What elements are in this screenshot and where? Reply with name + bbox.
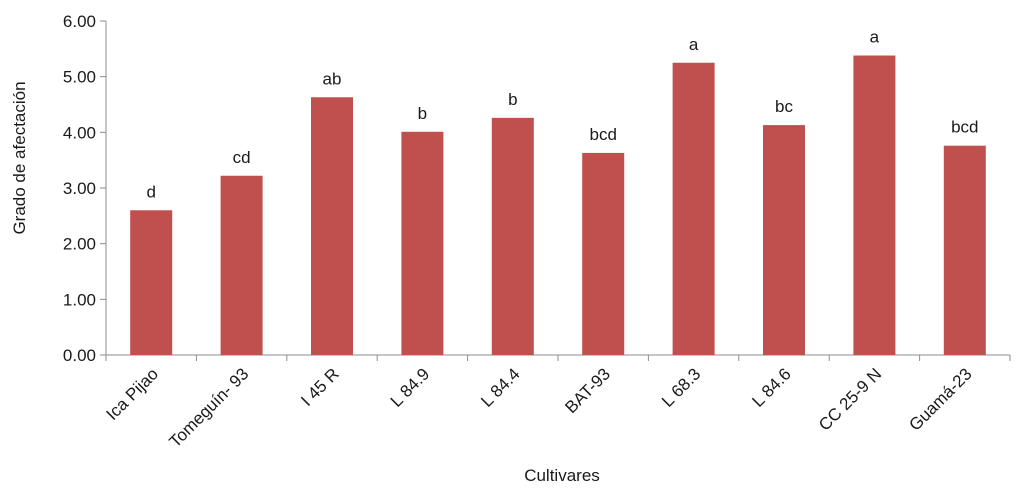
bar [943,145,986,355]
category-label: I 45 R [297,364,343,410]
significance-label: d [146,182,155,201]
bar [672,62,715,355]
bar [763,125,805,355]
significance-label: b [508,90,517,109]
y-tick-label: 3.00 [63,179,96,198]
bar [401,131,444,355]
bar [311,97,353,355]
category-label: L 84.4 [477,364,523,410]
significance-label: ab [323,69,342,88]
x-ticks [105,355,1011,361]
significance-label: a [689,35,699,54]
y-ticks: 0.00 1.00 2.00 3.00 4.00 5.00 6.00 [63,12,106,365]
category-labels: Ica Pijao Tomeguín- 93 I 45 R L 84.9 L 84.4 B… [102,364,975,451]
bar [582,152,625,355]
significance-label: b [418,104,427,123]
y-tick-label: 2.00 [63,235,96,254]
x-axis [105,354,1011,361]
bar [853,55,896,355]
y-axis-title: Grado de afectación [10,81,29,234]
y-tick-label: 6.00 [63,12,96,31]
y-tick-label: 4.00 [63,123,96,142]
y-tick-label: 5.00 [63,68,96,87]
category-label: L 84.6 [748,364,794,410]
category-label: BAT-93 [561,364,614,417]
significance-label: bc [775,97,793,116]
significance-labels: d cd ab b b bcd a bc a bcd [146,28,978,202]
y-tick-label: 1.00 [63,290,96,309]
x-axis-title: Cultivares [524,466,600,485]
y-axis: 0.00 1.00 2.00 3.00 4.00 5.00 6.00 [63,12,107,365]
category-label: L 68.3 [658,364,704,410]
y-tick-label: 0.00 [63,346,96,365]
significance-label: a [870,28,880,47]
significance-label: bcd [951,118,978,137]
bar [491,117,534,355]
category-label: Tomeguín- 93 [165,364,252,451]
bars [130,55,986,355]
category-label: Guamá-23 [905,364,975,434]
bar [220,175,263,355]
significance-label: cd [233,148,251,167]
category-label: L 84.9 [387,364,433,410]
significance-label: bcd [589,125,616,144]
category-label: Ica Pijao [102,364,162,424]
bar [130,210,173,355]
category-label: CC 25-9 N [815,364,885,434]
